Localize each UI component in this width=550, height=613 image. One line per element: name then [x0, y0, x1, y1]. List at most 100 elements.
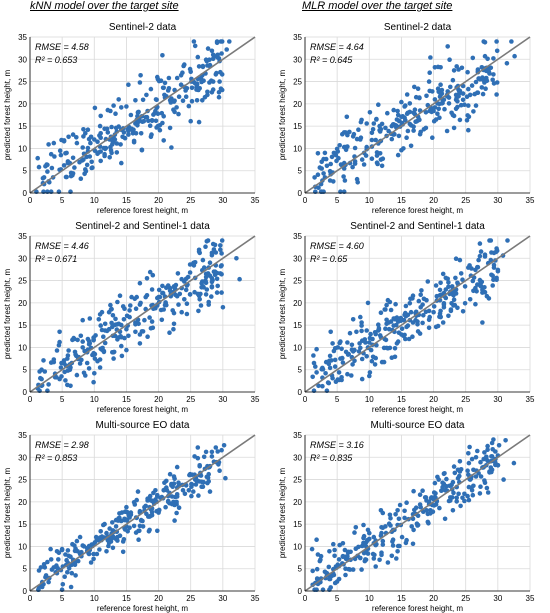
- data-point: [160, 53, 165, 58]
- x-tick-label: 30: [493, 594, 502, 603]
- data-point: [118, 334, 123, 339]
- y-tick-label: 25: [293, 476, 302, 485]
- x-tick-label: 5: [335, 594, 340, 603]
- data-point: [457, 117, 463, 123]
- data-point: [419, 288, 424, 293]
- data-point: [209, 279, 215, 285]
- data-point: [57, 329, 62, 335]
- data-point: [466, 451, 471, 456]
- data-point: [156, 78, 162, 84]
- y-tick-label: 35: [18, 232, 27, 241]
- data-point: [347, 129, 352, 135]
- column-header-mlr: MLR model over the target site: [302, 0, 453, 12]
- data-point: [138, 518, 144, 523]
- x-tick-label: 25: [186, 196, 195, 205]
- data-point: [169, 145, 174, 150]
- data-point: [418, 292, 423, 298]
- data-point: [424, 93, 429, 99]
- data-point: [77, 361, 83, 366]
- data-point: [113, 125, 119, 131]
- data-point: [466, 114, 472, 120]
- data-point: [126, 132, 131, 137]
- data-point: [465, 69, 470, 75]
- data-point: [164, 285, 169, 290]
- y-tick-label: 30: [293, 453, 302, 462]
- data-point: [482, 478, 487, 483]
- data-point: [46, 579, 51, 585]
- data-point: [139, 147, 145, 153]
- data-point: [336, 155, 341, 161]
- data-point: [219, 290, 224, 295]
- data-point: [160, 290, 165, 296]
- data-point: [411, 128, 416, 133]
- y-tick-label: 10: [18, 343, 27, 352]
- data-point: [72, 548, 78, 554]
- data-point: [377, 129, 383, 134]
- data-point: [417, 95, 422, 100]
- data-point: [473, 301, 478, 307]
- x-tick-label: 25: [461, 395, 470, 404]
- data-point: [153, 118, 159, 124]
- data-point: [427, 70, 432, 75]
- data-point: [493, 449, 498, 454]
- data-point: [99, 309, 105, 315]
- data-point: [41, 175, 47, 180]
- one-to-one-line: [29, 434, 256, 592]
- y-tick-label: 30: [18, 55, 27, 64]
- data-point: [331, 541, 336, 547]
- data-point: [367, 110, 373, 115]
- data-point: [464, 118, 470, 123]
- data-point: [350, 567, 356, 572]
- data-point: [410, 334, 415, 339]
- data-point: [98, 158, 103, 164]
- data-point: [172, 518, 177, 523]
- data-point: [45, 559, 50, 565]
- y-tick-label: 0: [23, 587, 28, 596]
- x-tick-label: 10: [365, 196, 374, 205]
- data-point: [471, 288, 476, 294]
- data-point: [45, 162, 50, 168]
- x-tick-label: 0: [28, 196, 33, 205]
- data-point: [124, 518, 130, 523]
- data-point: [196, 308, 201, 314]
- data-point: [35, 155, 40, 161]
- data-point: [135, 123, 140, 128]
- data-point: [79, 357, 84, 363]
- data-point: [401, 317, 407, 323]
- data-point: [475, 90, 481, 95]
- data-point: [102, 521, 107, 527]
- data-point: [446, 280, 451, 285]
- data-point: [458, 503, 463, 509]
- data-point: [505, 238, 510, 243]
- data-point: [489, 250, 494, 255]
- data-point: [418, 504, 423, 510]
- data-point: [65, 548, 71, 553]
- data-point: [418, 305, 423, 310]
- data-point: [142, 317, 147, 323]
- data-point: [475, 448, 480, 454]
- data-point: [201, 479, 206, 485]
- data-point: [392, 317, 398, 322]
- data-point: [363, 557, 368, 562]
- data-point: [367, 335, 373, 341]
- data-point: [155, 528, 160, 534]
- data-point: [192, 477, 198, 482]
- data-point: [219, 238, 225, 243]
- data-point: [214, 290, 220, 295]
- y-tick-label: 10: [18, 542, 27, 551]
- data-point: [433, 283, 439, 288]
- data-point: [104, 530, 109, 536]
- data-point: [237, 276, 242, 282]
- y-axis-label: predicted forest height, m: [278, 269, 287, 360]
- data-point: [48, 557, 54, 562]
- data-point: [111, 356, 116, 361]
- data-point: [322, 569, 328, 575]
- data-point: [479, 279, 485, 285]
- data-point: [176, 111, 181, 117]
- data-point: [344, 114, 350, 120]
- data-point: [380, 542, 386, 547]
- data-point: [422, 495, 428, 500]
- data-point: [329, 358, 334, 363]
- data-point: [484, 454, 489, 460]
- x-tick-label: 15: [122, 594, 131, 603]
